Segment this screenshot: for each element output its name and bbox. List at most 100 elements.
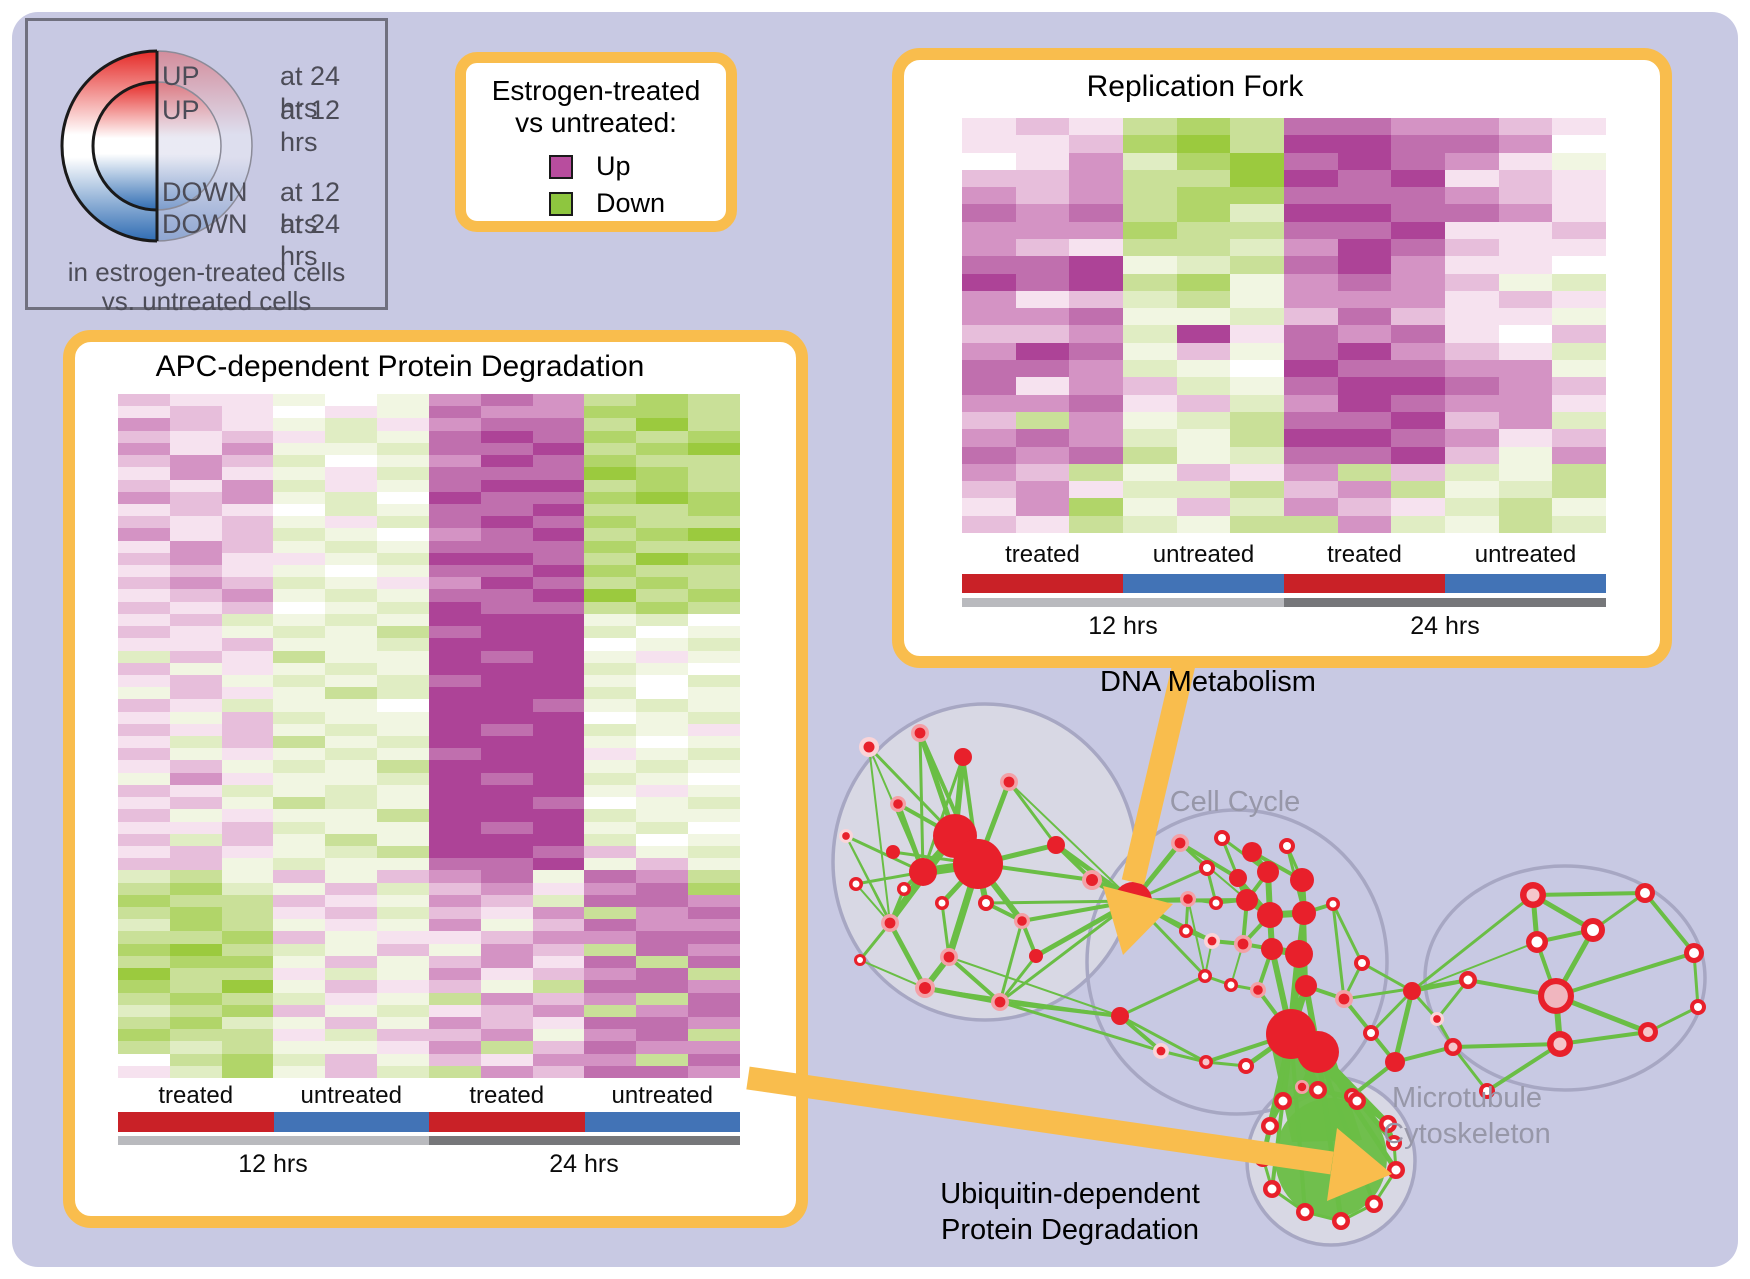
- heatmap-cell: [1391, 256, 1445, 274]
- heatmap-cell: [1015, 411, 1070, 430]
- heatmap-cell: [1498, 256, 1553, 274]
- treatment-bar-segment: [1284, 574, 1445, 593]
- heatmap-cell: [480, 907, 533, 920]
- heatmap-cell: [221, 455, 274, 468]
- heatmap-cell: [584, 919, 637, 932]
- heatmap-cell: [688, 1016, 740, 1030]
- heatmap-cell: [221, 1065, 274, 1078]
- heatmap-cell: [221, 760, 274, 773]
- network-edge: [1392, 988, 1415, 1065]
- heatmap-cell: [377, 748, 429, 761]
- apc-heatmap: [118, 394, 740, 1078]
- heatmap-cell: [1123, 325, 1177, 343]
- heatmap-cell: [480, 797, 533, 810]
- heatmap-cell: [584, 491, 637, 504]
- heatmap-cell: [1176, 498, 1231, 516]
- heatmap-cell: [118, 613, 170, 627]
- heatmap-cell: [1498, 325, 1553, 343]
- heatmap-cell: [688, 565, 740, 578]
- heatmap-cell: [325, 723, 378, 736]
- heatmap-cell: [221, 467, 274, 480]
- cluster-cell-cycle: [1085, 808, 1389, 1116]
- heatmap-cell: [221, 1029, 274, 1042]
- heatmap-cell: [1015, 515, 1070, 533]
- heatmap-cell: [688, 638, 740, 651]
- heatmap-cell: [532, 528, 585, 541]
- heatmap-cell: [325, 955, 378, 969]
- network-node: [890, 796, 906, 812]
- network-edge: [948, 956, 1121, 1017]
- network-edge: [1315, 1049, 1399, 1173]
- heatmap-cell: [325, 894, 378, 907]
- heatmap-cell: [1230, 360, 1284, 378]
- heatmap-cell: [221, 1016, 274, 1030]
- heatmap-cell: [1498, 377, 1553, 395]
- heatmap-cell: [1015, 118, 1070, 136]
- heatmap-cell: [1123, 342, 1177, 361]
- heatmap-cell: [1176, 169, 1231, 188]
- heatmap-cell: [221, 1004, 274, 1017]
- heatmap-cell: [1445, 325, 1499, 343]
- heatmap-cell: [325, 736, 378, 749]
- heatmap-cell: [480, 992, 533, 1005]
- heatmap-cell: [273, 552, 326, 565]
- heatmap-cell: [532, 565, 585, 578]
- heatmap-cell: [1176, 394, 1231, 412]
- heatmap-cell: [636, 601, 689, 614]
- heatmap-cell: [169, 980, 222, 993]
- heatmap-cell: [1552, 429, 1606, 447]
- heatmap-cell: [688, 674, 740, 688]
- heatmap-cell: [584, 1053, 637, 1066]
- heatmap-cell: [636, 638, 689, 651]
- heatmap-cell: [118, 601, 170, 614]
- heatmap-cell: [1284, 204, 1338, 222]
- heatmap-cell: [1176, 446, 1231, 464]
- heatmap-cell: [428, 613, 481, 627]
- heatmap-cell: [221, 845, 274, 859]
- heatmap-cell: [325, 650, 378, 663]
- network-node: [1354, 955, 1370, 971]
- group-label: untreated: [611, 1082, 713, 1109]
- heatmap-cell: [1176, 325, 1231, 343]
- heatmap-cell: [584, 516, 637, 529]
- heatmap-cell: [273, 650, 326, 663]
- heatmap-cell: [325, 784, 378, 798]
- heatmap-cell: [480, 736, 533, 749]
- heatmap-cell: [688, 1004, 740, 1017]
- heatmap-cell: [1498, 273, 1553, 291]
- heatmap-cell: [480, 467, 533, 480]
- heatmap-cell: [688, 699, 740, 712]
- heatmap-cell: [532, 760, 585, 773]
- heatmap-cell: [636, 455, 689, 468]
- heatmap-cell: [688, 613, 740, 627]
- network-edge: [887, 920, 928, 991]
- replication-fork-group-labels: treated untreated treated untreated: [962, 541, 1606, 569]
- network-node: [1171, 834, 1189, 852]
- network-edge: [1331, 902, 1346, 1001]
- network-node: [1274, 1092, 1292, 1110]
- heatmap-cell: [1391, 342, 1445, 361]
- network-edge: [1410, 978, 1470, 993]
- heatmap-cell: [118, 955, 170, 969]
- heatmap-cell: [636, 516, 689, 529]
- heatmap-cell: [1445, 290, 1499, 309]
- heatmap-cell: [221, 406, 274, 419]
- heatmap-cell: [688, 845, 740, 859]
- network-node: [1520, 882, 1546, 908]
- heatmap-cell: [1176, 187, 1231, 205]
- heatmap-cell: [1445, 498, 1499, 516]
- heatmap-cell: [273, 528, 326, 541]
- heatmap-cell: [532, 968, 585, 981]
- heatmap-cell: [169, 711, 222, 724]
- heatmap-cell: [221, 1041, 274, 1054]
- heatmap-cell: [221, 748, 274, 761]
- heatmap-cell: [584, 748, 637, 761]
- heatmap-cell: [480, 650, 533, 663]
- heatmap-cell: [221, 980, 274, 993]
- heatmap-cell: [636, 442, 689, 456]
- heatmap-cell: [532, 406, 585, 419]
- heatmap-cell: [169, 992, 222, 1005]
- heatmap-cell: [636, 907, 689, 920]
- heatmap-cell: [688, 626, 740, 639]
